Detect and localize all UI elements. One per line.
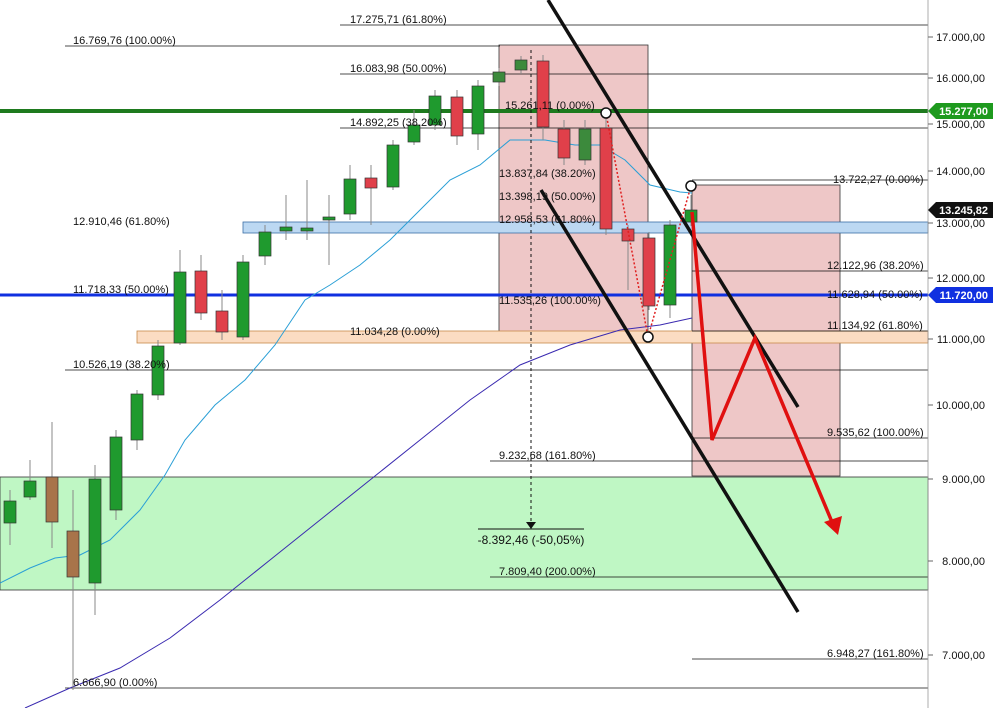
price-badge	[928, 202, 993, 218]
fib-label: 10.526,19 (38.20%)	[73, 359, 170, 371]
fib-label: 17.275,71 (61.80%)	[350, 14, 447, 26]
fib-box	[498, 44, 649, 338]
fib-label: 12.958,53 (61.80%)	[499, 214, 596, 226]
candle-body	[663, 224, 677, 306]
candle-body	[428, 95, 442, 126]
candle-body	[151, 345, 165, 396]
fib-label: 9.232,68 (161.80%)	[499, 450, 596, 462]
candle-body	[557, 128, 571, 159]
candle-body	[3, 500, 17, 524]
candle-body	[642, 237, 656, 307]
price-axis-label: 11.000,00	[937, 334, 985, 346]
swing-point	[600, 107, 612, 119]
fib-label: 6.948,27 (161.80%)	[827, 648, 924, 660]
zones	[0, 44, 929, 591]
trend-line	[539, 189, 800, 613]
candle-body	[173, 271, 187, 344]
candle-body	[300, 227, 314, 232]
candle-body	[364, 177, 378, 189]
candle-body	[450, 96, 464, 137]
price-axis-label: 7.000,00	[942, 650, 985, 662]
price-axis-label: 10.000,00	[936, 400, 985, 412]
candle-body	[322, 216, 336, 221]
fib-label: 11.535,26 (100.00%)	[499, 295, 601, 307]
fib-lines	[65, 24, 928, 689]
price-axis-label: 9.000,00	[942, 474, 985, 486]
fib-label: 11.134,92 (61.80%)	[827, 320, 923, 332]
fib-label: 13.722,27 (0.00%)	[833, 174, 924, 186]
fib-label: 12.122,96 (38.20%)	[827, 260, 924, 272]
candle-body	[66, 530, 80, 578]
support-band	[136, 330, 929, 344]
candle-body	[536, 60, 550, 128]
price-axis-label: 13.000,00	[936, 218, 985, 230]
price-axis-label: 16.000,00	[936, 73, 985, 85]
candles	[3, 55, 698, 690]
candle-body	[45, 476, 59, 523]
price-axis-label: 17.000,00	[936, 32, 985, 44]
candle-body	[578, 128, 592, 161]
fib-label: 13.837,84 (38.20%)	[499, 168, 596, 180]
fib-label: 16.769,76 (100.00%)	[73, 35, 176, 47]
price-badge	[928, 287, 993, 303]
price-axis-label: 12.000,00	[936, 273, 985, 285]
projection-path	[690, 211, 834, 523]
labels: 17.000,00 16.000,00 15.000,00 14.000,00 13.0…	[73, 14, 993, 689]
fib-label: 11.034,28 (0.00%)	[350, 326, 440, 338]
fib-label: 11.628,94 (50.00%)	[827, 289, 923, 301]
moving-average-slow	[24, 317, 693, 708]
support-zone	[0, 476, 929, 591]
candle-body	[407, 124, 421, 143]
fib-label: 11.718,33 (50.00%)	[73, 284, 169, 296]
price-axis-label: 15.000,00	[936, 119, 985, 131]
fib-label: 7.809,40 (200.00%)	[499, 566, 596, 578]
swing-path	[605, 112, 692, 338]
candle-body	[130, 393, 144, 441]
swing-point	[642, 331, 654, 343]
moving-average-fast	[0, 139, 693, 584]
price-badge-label: 11.720,00	[940, 290, 988, 302]
fib-label: 9.535,62 (100.00%)	[827, 427, 924, 439]
measurement-label: -8.392,46 (-50,05%)	[478, 533, 585, 547]
candle-body	[599, 127, 613, 230]
price-axis-label: 14.000,00	[936, 166, 985, 178]
candle-body	[23, 480, 37, 498]
price-badge-label: 15.277,00	[939, 106, 988, 118]
candle-body	[279, 226, 293, 232]
fib-label: 16.083,98 (50.00%)	[350, 63, 447, 75]
fib-label: 13.398,19 (50.00%)	[499, 191, 596, 203]
projection-arrow	[824, 516, 842, 535]
price-axis-label: 8.000,00	[942, 556, 985, 568]
price-badge-label: 13.245,82	[939, 205, 988, 217]
fib-label: 12.910,46 (61.80%)	[73, 216, 170, 228]
candle-body	[109, 436, 123, 511]
measure-arrow	[526, 522, 536, 529]
swing-point	[685, 180, 697, 192]
price-badge	[928, 103, 993, 119]
candle-body	[194, 270, 208, 314]
candle-body	[215, 310, 229, 333]
candle-body	[514, 59, 528, 71]
candle-body	[621, 228, 635, 242]
fib-label: 6.666,90 (0.00%)	[73, 677, 157, 689]
candle-body	[386, 144, 400, 188]
candle-body	[258, 231, 272, 257]
fib-label: 15.261,11 (0.00%)	[505, 100, 595, 112]
candle-body	[88, 478, 102, 584]
candle-body	[471, 85, 485, 135]
candle-body	[492, 71, 506, 83]
fib-label: 14.892,25 (38.20%)	[350, 117, 447, 129]
candle-body	[236, 261, 250, 338]
candle-body	[343, 178, 357, 215]
